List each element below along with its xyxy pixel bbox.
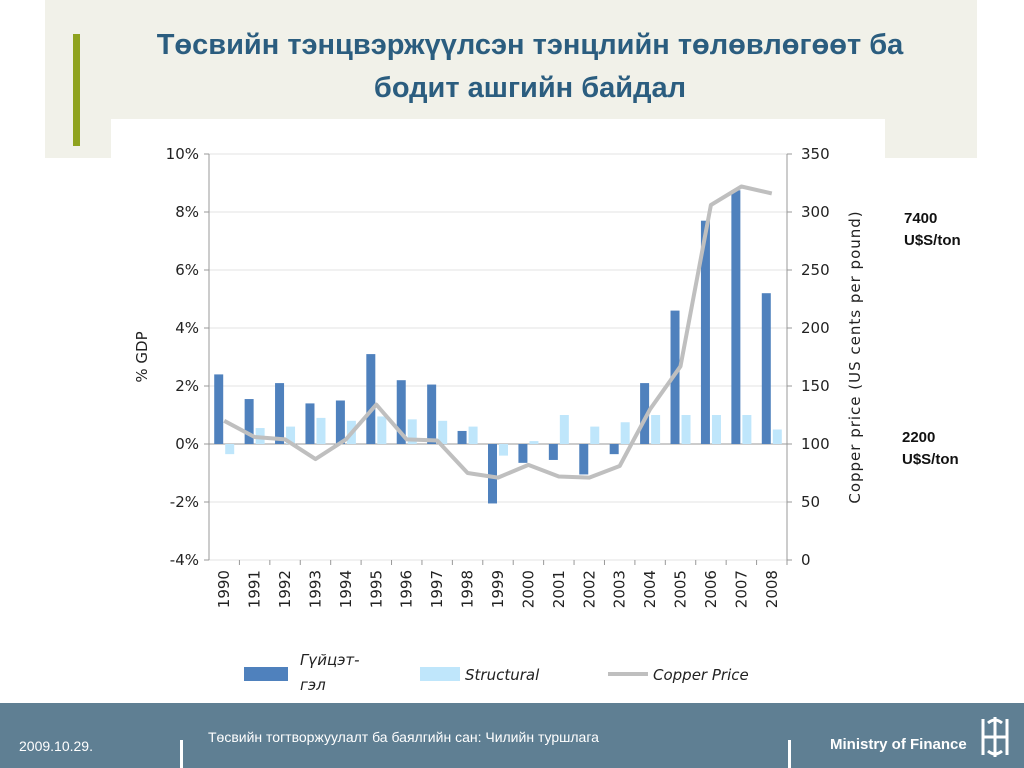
y-axis-left-title: % GDP [133,331,151,382]
bar-actual-2003 [609,444,619,455]
footer: 2009.10.29. Төсвийн тогтворжуулалт ба ба… [0,703,1024,768]
slide-title: Төсвийн тэнцвэржүүлсэн тэнцлийн төлөвлөг… [100,24,960,110]
bar-structural-2005 [681,415,691,444]
x-tick-label-2006: 2006 [702,570,720,608]
series-line-copper-price [223,184,773,480]
left-tick-label: 4% [175,319,199,337]
x-tick-label-2008: 2008 [763,570,781,608]
left-tick-label: 8% [175,203,199,221]
slide-title-line-2: бодит ашгийн байдал [373,72,687,104]
bar-actual-1996 [396,380,406,444]
x-tick-label-1992: 1992 [276,570,294,608]
annotation-high-value: 7400 [904,210,938,227]
bar-structural-2006 [711,415,721,444]
legend-swatch-structural [420,667,460,681]
legend-swatch-actual [244,667,288,681]
footer-ministry: Ministry of Finance [830,736,967,753]
bar-actual-1999 [488,444,497,504]
x-tick-label-2004: 2004 [641,570,659,608]
right-tick-label: 50 [801,493,820,511]
annotation-high-unit: U$S/ton [904,232,961,249]
legend-label-actual-line2: гэл [300,676,326,694]
x-tick-label-1995: 1995 [367,570,385,608]
bar-actual-1990 [214,374,224,444]
legend-label-actual-line1: Гүйцэт- [300,651,360,669]
annotation-low-price: 2200 U$S/ton [902,427,959,471]
bar-actual-1994 [335,400,345,444]
bar-structural-1998 [468,426,478,444]
legend-label-structural: Structural [465,666,540,684]
x-tick-label-1993: 1993 [306,570,324,608]
bar-actual-2007 [731,190,741,444]
right-tick-label: 250 [801,261,830,279]
x-tick-label-1990: 1990 [215,570,233,608]
x-tick-label-2002: 2002 [580,570,598,608]
left-tick-label: 2% [175,377,199,395]
x-tick-label-2000: 2000 [519,570,537,608]
right-tick-label: 150 [801,377,830,395]
chart-panel: -4% -2% 0% 2% 4% 6% 8% 10% 0 50 100 150 200 250 300 350… [111,119,885,702]
bar-structural-2001 [559,415,569,444]
bar-actual-1993 [305,403,315,444]
right-tick-label: 100 [801,435,830,453]
bar-structural-2002 [590,426,600,444]
x-tick-label-1991: 1991 [246,570,264,608]
x-tick-label-1997: 1997 [428,570,446,608]
bar-actual-2004 [640,383,650,444]
annotation-low-value: 2200 [902,429,936,446]
bar-actual-2002 [579,444,589,475]
left-tick-label: 10% [166,145,199,163]
right-tick-label: 0 [801,551,811,569]
bar-actual-2001 [548,444,558,460]
left-tick-label: -4% [170,551,199,569]
annotation-low-unit: U$S/ton [902,451,959,468]
bar-structural-1999 [499,444,508,456]
x-tick-label-2005: 2005 [672,570,690,608]
chart: -4% -2% 0% 2% 4% 6% 8% 10% 0 50 100 150 200 250 300 350… [133,145,864,694]
bar-structural-1997 [438,420,448,444]
x-tick-label-1996: 1996 [398,570,416,608]
bar-actual-1992 [275,383,285,444]
bar-actual-2000 [518,444,528,463]
right-tick-label: 350 [801,145,830,163]
bar-structural-1993 [316,417,326,444]
bar-actual-1998 [457,430,467,444]
bar-structural-2008 [772,429,782,444]
annotation-high-price: 7400 U$S/ton [904,208,961,252]
x-tick-label-1994: 1994 [337,570,355,608]
x-tick-label-2003: 2003 [611,570,629,608]
bar-structural-2004 [651,415,661,444]
footer-separator [180,740,183,768]
bar-actual-1995 [366,354,376,444]
bar-structural-2007 [742,415,752,444]
bar-actual-1997 [427,384,437,444]
x-tick-label-1998: 1998 [459,570,477,608]
x-tick-label-2007: 2007 [732,570,750,608]
footer-separator [788,740,791,768]
bar-actual-2008 [761,293,771,444]
slide-title-line-1: Төсвийн тэнцвэржүүлсэн тэнцлийн төлөвлөг… [156,29,904,61]
bar-structural-1992 [286,426,296,444]
legend-label-copper-price: Copper Price [653,666,749,684]
left-tick-label: 6% [175,261,199,279]
bar-actual-1991 [244,399,254,444]
title-accent-bar [73,34,80,146]
bar-structural-1996 [407,419,417,444]
left-tick-label: -2% [170,493,199,511]
right-tick-label: 200 [801,319,830,337]
ministry-logo-icon [981,717,1009,757]
left-tick-label: 0% [175,435,199,453]
footer-title: Төсвийн тогтворжуулалт ба баялгийн сан: … [208,729,599,745]
x-tick-label-1999: 1999 [489,570,507,608]
bar-structural-1990 [225,444,235,455]
bar-structural-2003 [620,422,630,444]
bar-structural-1995 [377,416,387,444]
y-axis-right-title: Copper price (US cents per pound) [846,210,864,503]
right-tick-label: 300 [801,203,830,221]
bar-structural-2000 [529,441,539,444]
footer-date: 2009.10.29. [19,738,93,754]
x-tick-label-2001: 2001 [550,570,568,608]
bar-actual-2006 [700,220,710,444]
